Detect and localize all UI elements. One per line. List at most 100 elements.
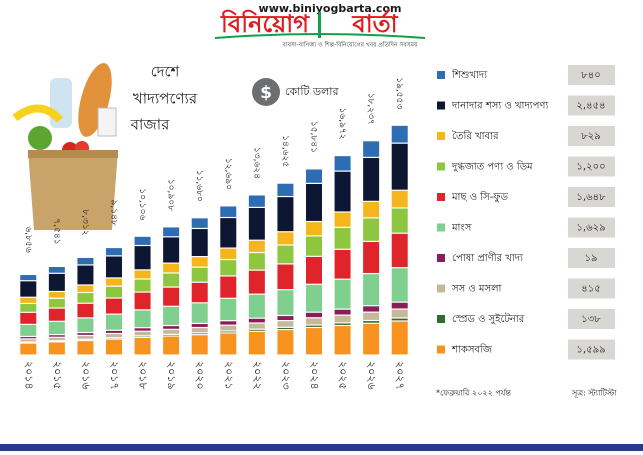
bar-segment [192,257,208,266]
bar-segment [135,338,151,354]
total-label: ১৪,৬২৫ [280,135,290,167]
bar-segment [192,268,208,282]
legend-label: মাংস [451,223,472,234]
legend-swatch [437,224,445,232]
bar-segment [249,324,265,329]
legend-label: শিশুখাদ্য [451,69,488,81]
bar-segment [335,326,351,354]
legend-label: দুগ্ধজাত পণ্য ও ডিম [451,161,533,173]
legend-swatch [437,285,445,293]
legend-label: পোষা প্রাণীর খাদ্য [452,251,524,264]
bar-segment [363,313,379,320]
bar-segment [49,342,65,354]
bar-segment [363,202,379,217]
title-line: বাজার [130,116,170,134]
bar-segment [106,279,122,286]
bar-segment [392,144,408,190]
bar-segment [306,184,322,221]
bar-segment [163,264,179,273]
bar-segment [163,227,179,236]
x-tick-label: ২০২৩ [279,361,292,390]
bar-segment [192,303,208,322]
bar-segment [249,332,265,354]
bar-segment [106,299,122,314]
legend-value: ১,৫৯৯ [576,345,605,356]
bar-segment [277,246,293,264]
bar-segment [220,332,236,333]
bar-segment [220,299,236,320]
bar-segment [335,228,351,249]
bar-segment [335,310,351,315]
bar-segment [163,330,179,334]
bar-segment [363,321,379,323]
x-tick-label: ২০২১ [222,361,235,390]
bar-segment [220,260,236,275]
bar-segment [49,309,65,321]
bar-segment [392,268,408,301]
bar-segment [49,274,65,291]
bar-segment [135,280,151,292]
legend-value: ৮৪০ [581,70,600,81]
bar-segment [363,324,379,355]
source: সূত্র: স্ট্যাটিস্টা [571,388,617,398]
bar-segment [192,328,208,332]
x-tick-label: ২০২২ [251,361,264,390]
unit-label: কোটি ডলার [285,85,339,98]
bar-segment [392,209,408,233]
bar-segment [49,292,65,298]
x-tick-label: ২০১৭ [108,361,121,390]
bar-segment [106,334,122,337]
x-tick-label: ২০২০ [194,361,207,390]
bar-segment [335,316,351,323]
bar-segment [392,322,408,355]
legend-swatch [437,346,445,354]
bar-segment [220,249,236,259]
bar-segment [77,333,93,335]
bar-segment [306,169,322,182]
bar-segment [106,340,122,355]
bar-segment [277,290,293,315]
bar-segment [20,339,36,341]
bar-segment [220,326,236,331]
bar-segment [392,310,408,318]
legend-label: মাছ ও সি-ফুড [451,191,509,203]
bar-segment [306,257,322,284]
total-label: ১০,৯০৮ [166,179,176,211]
legend-label: সস ও মসলা [451,284,503,295]
total-label: ১২,৬৯০ [223,158,233,190]
bar-segment [306,222,322,235]
bar-segment [392,303,408,309]
bar-segment [363,274,379,305]
bar-segment [363,242,379,273]
bar-segment [20,313,36,324]
bar-segment [220,218,236,247]
legend-value: ১,৬২৯ [576,223,605,234]
total-label: ১১,৬৮০ [194,170,204,202]
bar-segment [135,332,151,335]
legend-swatch [437,315,445,323]
bar-segment [392,126,408,143]
bar-segment [363,306,379,311]
bar-segment [77,258,93,264]
bar-segment [20,275,36,280]
title-line: দেশে [151,63,181,81]
total-label: ১৩,৬২৪ [251,147,261,179]
bar-segment [49,322,65,334]
x-tick-label: ২০২৫ [337,361,350,390]
bar-segment [163,237,179,262]
legend-label: স্প্রেড ও সুইটেনার [452,312,525,325]
bar-segment [363,141,379,157]
bar-segment [192,283,208,302]
bar-segment [192,335,208,354]
bar-segment [392,319,408,321]
bar-segment [306,328,322,354]
legend-swatch [437,102,445,110]
bar-segment [77,266,93,285]
bar-segment [192,229,208,256]
x-tick-label: ২০১৫ [51,361,64,390]
total-label: ১৬,৯৭২ [337,108,347,140]
bar-segment [163,307,179,325]
legend-swatch [437,71,445,79]
bar-segment [192,218,208,228]
